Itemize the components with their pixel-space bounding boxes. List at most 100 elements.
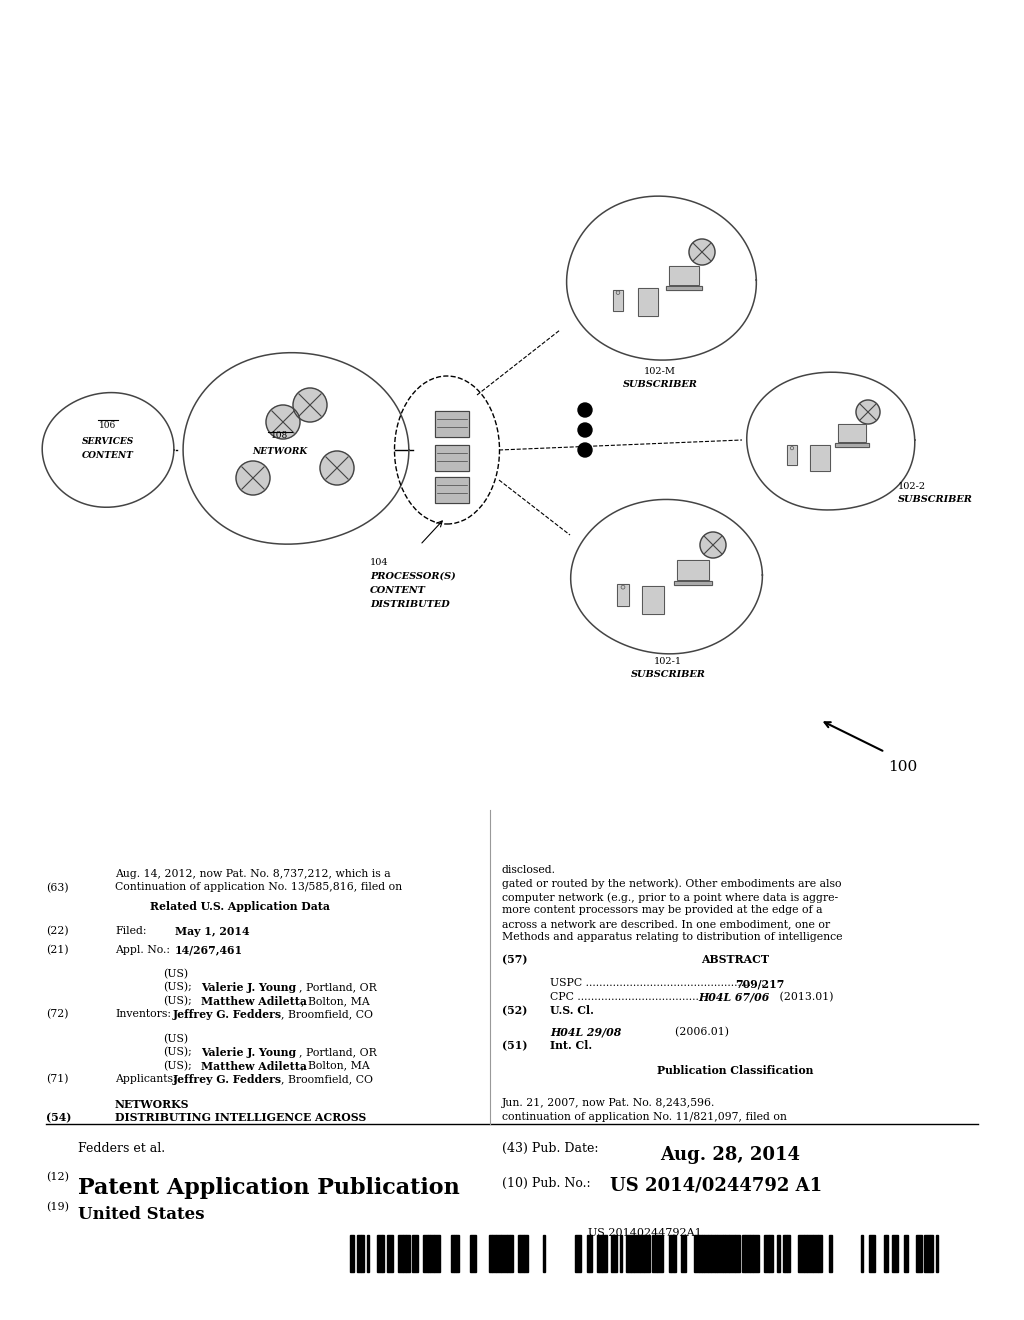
Bar xyxy=(777,1236,780,1272)
Bar xyxy=(611,1236,617,1272)
Text: disclosed.: disclosed. xyxy=(502,865,556,875)
Bar xyxy=(669,267,699,285)
Text: Applicants:: Applicants: xyxy=(115,1074,176,1084)
Bar xyxy=(357,1236,361,1272)
Bar xyxy=(412,1236,418,1272)
Bar xyxy=(666,286,702,290)
Bar xyxy=(382,1236,384,1272)
Bar xyxy=(602,1236,607,1272)
Bar xyxy=(435,477,469,503)
Bar xyxy=(787,445,797,465)
Bar xyxy=(708,1236,711,1272)
Text: Methods and apparatus relating to distribution of intelligence: Methods and apparatus relating to distri… xyxy=(502,932,843,942)
Text: (US): (US) xyxy=(163,1034,188,1044)
Text: SUBSCRIBER: SUBSCRIBER xyxy=(623,380,697,389)
Bar xyxy=(669,267,699,285)
Bar xyxy=(454,1236,456,1272)
Bar xyxy=(753,1236,759,1272)
Text: Aug. 28, 2014: Aug. 28, 2014 xyxy=(660,1146,800,1164)
Bar xyxy=(367,1236,369,1272)
Bar xyxy=(904,1236,908,1272)
Text: U.S. Cl.: U.S. Cl. xyxy=(550,1006,594,1016)
Text: H04L 67/06: H04L 67/06 xyxy=(698,991,769,1003)
Text: gated or routed by the network). Other embodiments are also: gated or routed by the network). Other e… xyxy=(502,878,842,888)
Bar xyxy=(612,289,624,310)
Circle shape xyxy=(689,239,715,265)
Bar xyxy=(742,1236,745,1272)
Bar xyxy=(745,1236,750,1272)
Bar xyxy=(838,424,866,442)
Circle shape xyxy=(578,444,592,457)
Bar xyxy=(657,1236,663,1272)
Text: , Portland, OR: , Portland, OR xyxy=(299,982,377,993)
Text: (2006.01): (2006.01) xyxy=(640,1027,729,1038)
Text: 102-1: 102-1 xyxy=(654,657,682,667)
Bar xyxy=(936,1236,938,1272)
Text: DISTRIBUTED: DISTRIBUTED xyxy=(370,601,450,609)
Text: CONTENT: CONTENT xyxy=(82,450,134,459)
Bar xyxy=(787,445,797,465)
Text: US 2014/0244792 A1: US 2014/0244792 A1 xyxy=(610,1177,822,1195)
Bar xyxy=(835,444,869,446)
Bar xyxy=(835,444,869,446)
Bar xyxy=(671,1236,674,1272)
Bar xyxy=(638,288,658,315)
Text: SERVICES: SERVICES xyxy=(82,437,134,446)
Text: NETWORKS: NETWORKS xyxy=(115,1098,189,1110)
Bar xyxy=(470,1236,476,1272)
Bar xyxy=(406,1236,410,1272)
Bar xyxy=(884,1236,886,1272)
Bar xyxy=(403,1236,406,1272)
Text: United States: United States xyxy=(78,1206,205,1224)
Text: PROCESSOR(S): PROCESSOR(S) xyxy=(370,572,456,581)
Text: Valerie J. Young: Valerie J. Young xyxy=(201,1047,296,1059)
Text: Int. Cl.: Int. Cl. xyxy=(550,1040,592,1052)
Bar xyxy=(631,1236,634,1272)
Text: 102-2: 102-2 xyxy=(898,482,926,491)
Bar xyxy=(496,1236,501,1272)
Text: (52): (52) xyxy=(502,1006,527,1016)
Bar xyxy=(677,560,709,579)
Text: SUBSCRIBER: SUBSCRIBER xyxy=(631,671,706,678)
Text: ABSTRACT: ABSTRACT xyxy=(701,954,769,965)
Bar xyxy=(620,1236,622,1272)
Text: continuation of application No. 11/821,097, filed on: continuation of application No. 11/821,0… xyxy=(502,1111,786,1122)
Text: , Bolton, MA: , Bolton, MA xyxy=(301,995,370,1006)
Bar xyxy=(723,1236,725,1272)
Bar xyxy=(861,1236,863,1272)
Bar xyxy=(501,1236,507,1272)
Bar xyxy=(387,1236,393,1272)
Text: (2013.01): (2013.01) xyxy=(776,991,834,1002)
Bar xyxy=(644,1236,650,1272)
Text: SUBSCRIBER: SUBSCRIBER xyxy=(898,495,973,504)
Text: (19): (19) xyxy=(46,1203,69,1212)
Bar xyxy=(617,583,629,606)
Bar xyxy=(510,1236,513,1272)
Bar xyxy=(930,1236,933,1272)
Text: (US);: (US); xyxy=(163,1061,191,1071)
Bar xyxy=(669,1236,671,1272)
Bar xyxy=(711,1236,715,1272)
Polygon shape xyxy=(183,352,409,544)
Polygon shape xyxy=(566,197,757,360)
Bar xyxy=(681,1236,686,1272)
Bar xyxy=(524,1236,528,1272)
Bar xyxy=(818,1236,822,1272)
Text: Publication Classification: Publication Classification xyxy=(656,1065,813,1076)
Bar xyxy=(492,1236,496,1272)
Text: Jeffrey G. Fedders: Jeffrey G. Fedders xyxy=(173,1074,283,1085)
Bar xyxy=(838,424,866,442)
Bar xyxy=(785,1236,787,1272)
Text: Related U.S. Application Data: Related U.S. Application Data xyxy=(151,902,330,912)
Bar xyxy=(924,1236,930,1272)
Bar xyxy=(810,445,829,471)
Text: more content processors may be provided at the edge of a: more content processors may be provided … xyxy=(502,906,822,916)
Text: Patent Application Publication: Patent Application Publication xyxy=(78,1177,460,1199)
Bar xyxy=(456,1236,459,1272)
Bar xyxy=(435,411,469,437)
Bar xyxy=(423,1236,428,1272)
Bar xyxy=(434,1236,440,1272)
Text: , Broomfield, CO: , Broomfield, CO xyxy=(281,1074,373,1084)
Bar xyxy=(435,477,469,503)
Bar xyxy=(652,1236,657,1272)
